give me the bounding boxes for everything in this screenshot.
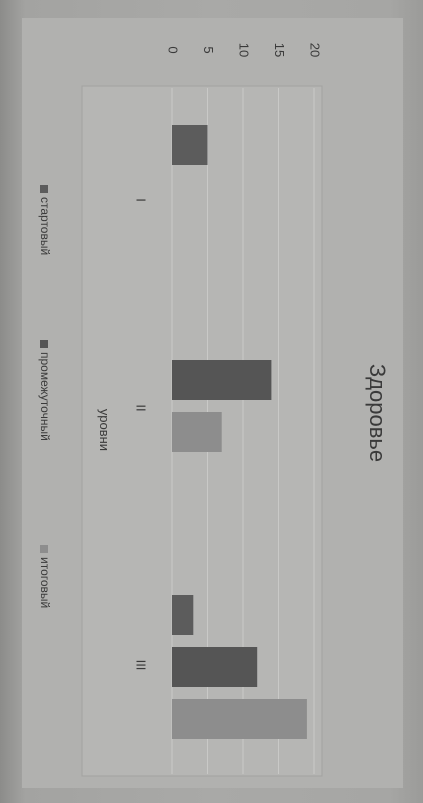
legend-swatch — [40, 185, 48, 193]
bar-стартовый-I — [172, 125, 208, 165]
bar-стартовый-III — [172, 595, 194, 635]
bar-промежуточный-II — [172, 360, 272, 400]
x-axis-label: уровни — [97, 409, 112, 451]
legend-swatch — [40, 340, 48, 348]
category-label: III — [134, 660, 149, 671]
y-tick-label: 0 — [166, 46, 181, 53]
legend: стартовый промежуточный итоговый — [38, 185, 52, 608]
legend-label: итоговый — [38, 557, 52, 608]
y-tick-label: 10 — [237, 43, 252, 57]
bar-промежуточный-III — [172, 647, 258, 687]
y-tick-label: 5 — [201, 46, 216, 53]
bar-итоговый-II — [172, 412, 222, 452]
y-tick-label: 20 — [308, 43, 323, 57]
legend-swatch — [40, 545, 48, 553]
y-tick-label: 15 — [272, 43, 287, 57]
legend-label: стартовый — [38, 197, 52, 255]
category-label: II — [134, 404, 149, 411]
chart-title: Здоровье — [365, 364, 390, 462]
bars — [172, 125, 307, 739]
legend-label: промежуточный — [38, 352, 52, 441]
category-label: I — [134, 198, 149, 202]
bar-итоговый-III — [172, 699, 307, 739]
y-axis-ticks: 0 5 10 15 20 — [166, 43, 323, 57]
